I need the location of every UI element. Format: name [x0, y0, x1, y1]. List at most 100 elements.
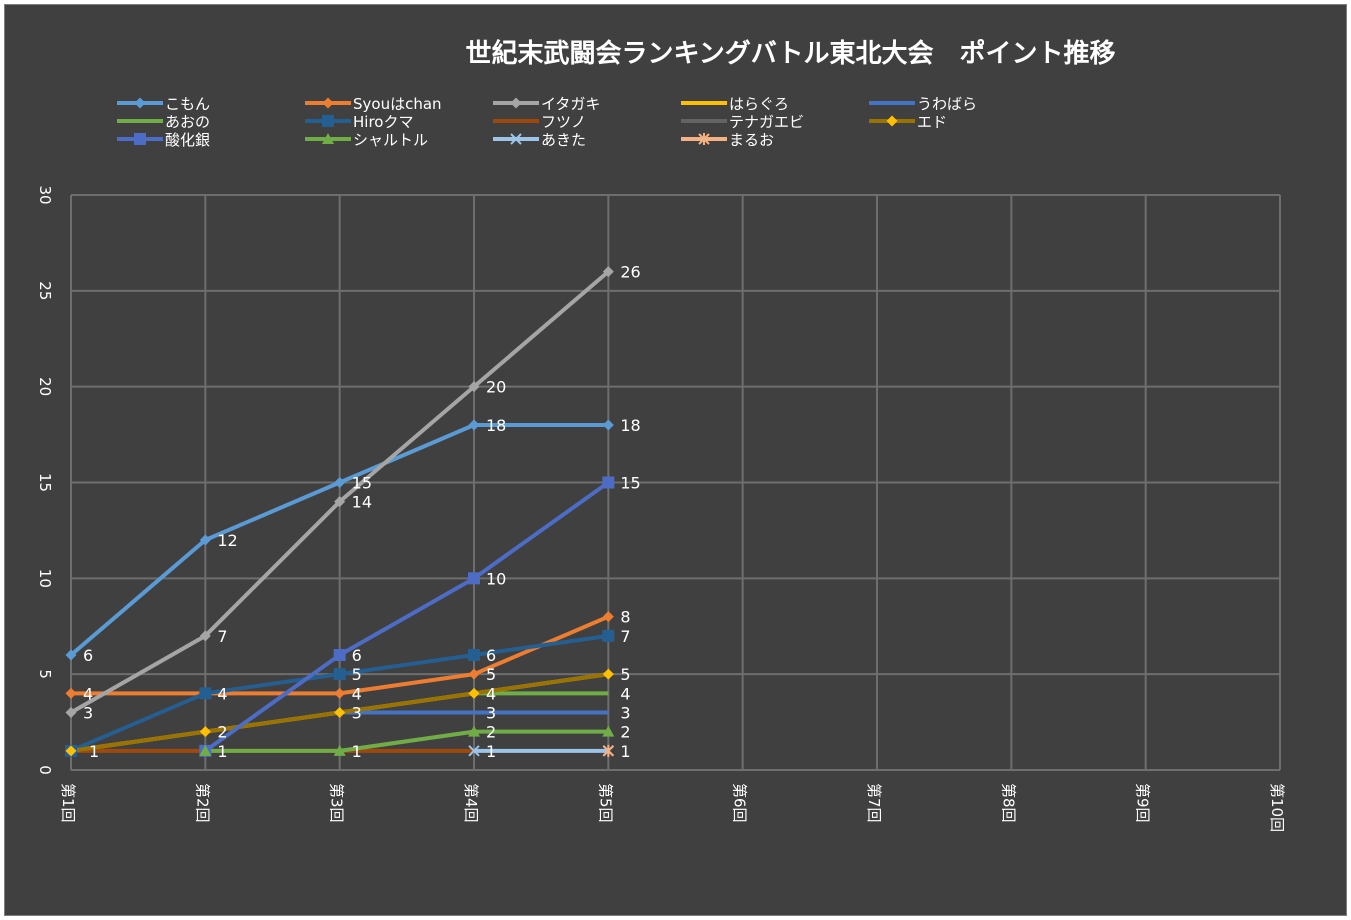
legend-label: エド: [917, 112, 948, 131]
data-point-marker: [65, 687, 77, 699]
series-line: [205, 729, 609, 753]
data-label: 6: [486, 646, 496, 665]
data-label: 26: [620, 263, 640, 282]
chart-area: [4, 4, 1347, 916]
data-point-marker: [334, 687, 346, 699]
legend-swatch: [681, 101, 727, 105]
legend-label: Hiroクマ: [353, 112, 414, 131]
x-tick-label: 第3回: [328, 783, 346, 823]
data-label: 5: [352, 665, 362, 684]
legend-swatch: [493, 133, 539, 145]
legend-swatch: [681, 133, 727, 145]
data-label: 4: [620, 684, 630, 703]
x-tick-label: 第6回: [731, 783, 749, 823]
legend-item: フツノ: [491, 112, 679, 131]
legend-label: シャルトル: [353, 130, 429, 149]
legend-label: うわばら: [917, 94, 978, 113]
legend-swatch: [681, 119, 727, 123]
data-point-marker: [886, 115, 898, 127]
data-label: 4: [486, 684, 496, 703]
data-point-marker: [602, 611, 614, 623]
legend-item: うわばら: [867, 94, 1055, 113]
legend-label: はらぐろ: [729, 94, 790, 113]
legend-swatch: [305, 97, 351, 109]
legend-label: フツノ: [541, 112, 587, 131]
legend-label: 酸化銀: [165, 130, 211, 149]
x-tick-label: 第5回: [596, 783, 614, 823]
data-point-marker: [468, 381, 480, 393]
legend-item: はらぐろ: [679, 94, 867, 113]
legend: こもん Syouはchan イタガキ はらぐろ うわばら あおの Hiroクマ フツノ テナガエ…: [115, 94, 1115, 149]
data-point-marker: [468, 419, 480, 431]
legend-item: シャルトル: [303, 130, 491, 149]
data-label: 3: [352, 704, 362, 723]
data-point-marker: [333, 649, 346, 661]
data-point-marker: [199, 726, 211, 738]
legend-label: こもん: [165, 94, 211, 113]
legend-label: あきた: [541, 130, 587, 149]
legend-label: あおの: [165, 112, 211, 131]
y-tick-label: 15: [36, 473, 54, 492]
data-label: 3: [486, 704, 496, 723]
legend-item: イタガキ: [491, 94, 679, 113]
data-label: 8: [620, 608, 630, 627]
data-point-marker: [65, 649, 77, 661]
data-label: 2: [620, 723, 630, 742]
data-label: 14: [352, 493, 372, 512]
y-tick-label: 20: [36, 377, 54, 396]
data-point-marker: [334, 477, 346, 488]
data-point-marker: [65, 745, 77, 757]
data-point-marker: [468, 745, 480, 757]
data-point-marker: [468, 687, 480, 699]
data-label: 18: [620, 416, 640, 435]
y-tick-label: 5: [36, 669, 54, 679]
legend-item: エド: [867, 112, 1055, 131]
data-point-marker: [322, 97, 334, 109]
data-label: 1: [352, 742, 362, 761]
legend-swatch: [493, 97, 539, 109]
data-label: 10: [486, 569, 506, 588]
legend-swatch: [305, 115, 351, 127]
legend-swatch: [117, 97, 163, 109]
data-label: 6: [83, 646, 93, 665]
legend-swatch: [869, 115, 915, 127]
legend-item: あきた: [491, 130, 679, 149]
legend-item: あおの: [115, 112, 303, 131]
legend-item: テナガエビ: [679, 112, 867, 131]
y-tick-label: 10: [36, 569, 54, 588]
series-line: [204, 480, 610, 753]
x-tick-label: 第1回: [59, 783, 77, 823]
data-label: 7: [620, 627, 630, 646]
y-tick-label: 30: [36, 185, 54, 204]
x-tick-label: 第9回: [1134, 783, 1152, 823]
legend-swatch: [117, 119, 163, 123]
data-label: 5: [620, 665, 630, 684]
data-label: 4: [352, 684, 362, 703]
data-point-marker: [333, 744, 346, 756]
legend-swatch: [493, 119, 539, 123]
legend-label: まるお: [729, 130, 775, 149]
data-point-marker: [510, 97, 522, 109]
data-label: 6: [352, 646, 362, 665]
x-tick-label: 第8回: [999, 783, 1017, 823]
data-label: 3: [83, 704, 93, 723]
data-point-marker: [334, 707, 346, 718]
data-point-marker: [334, 496, 346, 508]
data-label: 15: [352, 474, 372, 493]
data-point-marker: [65, 707, 77, 718]
data-label: 1: [620, 742, 630, 761]
gridlines: [70, 194, 1281, 771]
legend-item: Hiroクマ: [303, 112, 491, 131]
data-point-marker: [134, 97, 146, 109]
data-label: 12: [217, 531, 237, 550]
chart-title: 世紀末武闘会ランキングバトル東北大会 ポイント推移: [465, 39, 1116, 69]
data-point-marker: [602, 744, 615, 757]
legend-item: こもん: [115, 94, 303, 113]
data-point-marker: [602, 266, 614, 278]
data-point-marker: [199, 687, 212, 700]
data-point-marker: [602, 725, 615, 737]
data-point-marker: [322, 115, 334, 127]
data-point-marker: [468, 725, 480, 737]
data-point-marker: [510, 133, 522, 145]
data-point-marker: [602, 668, 614, 680]
